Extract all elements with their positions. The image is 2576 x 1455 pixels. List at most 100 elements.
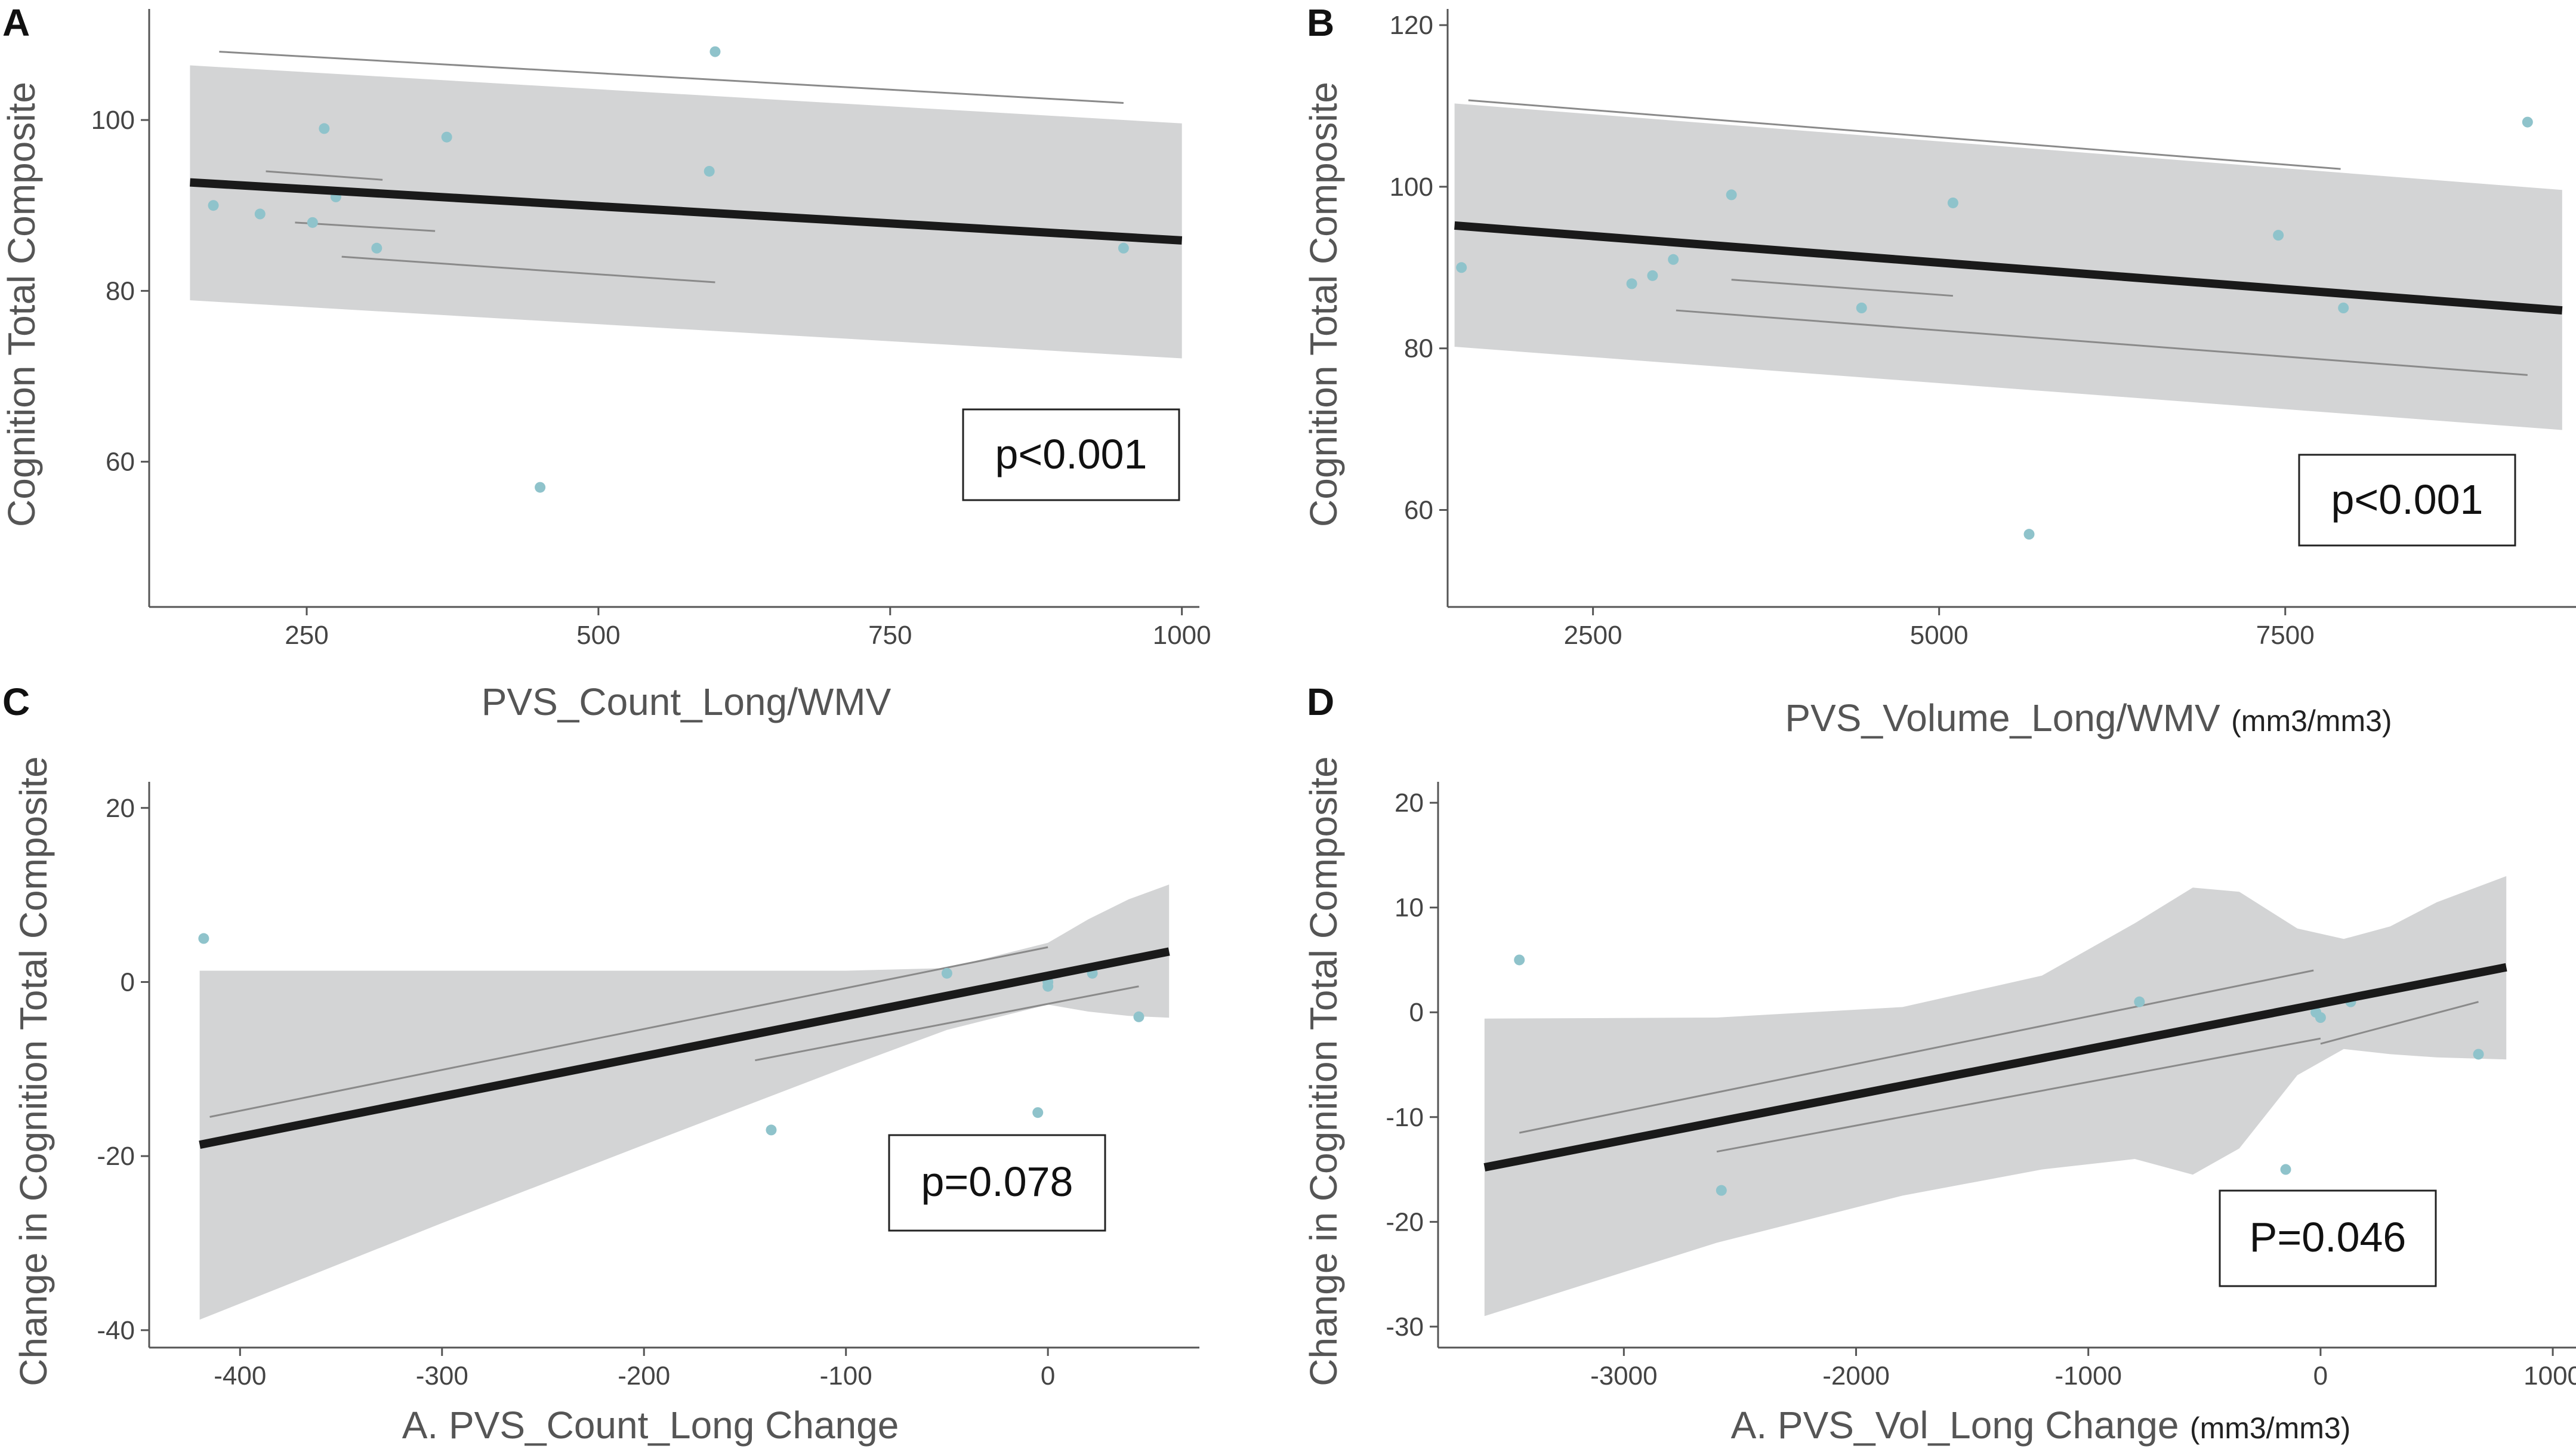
panel-c-letter: C — [2, 680, 30, 723]
panel-d-x-tick-label: 0 — [2313, 1361, 2328, 1391]
panel-d-y-tick-label: 0 — [1409, 998, 1424, 1027]
panel-c-y-tick-label: 20 — [106, 794, 135, 823]
panel-a-pvalue-box — [962, 408, 1180, 501]
panel-b-data-point — [2273, 230, 2284, 241]
panel-c-data-point — [1042, 981, 1054, 992]
panel-c-x-tick-label: -400 — [214, 1361, 266, 1391]
panel-a-data-point — [709, 46, 721, 57]
panel-b-pvalue: p<0.001 — [2331, 476, 2484, 523]
panel-b: B 60 80 100 120 2500 5000 7500 Cognition Total… — [1302, 1, 2576, 739]
panel-b-pvalue-box — [2298, 454, 2516, 547]
panel-b-faint-line — [1676, 309, 2528, 376]
panel-b-data-point — [2522, 116, 2533, 128]
panel-a-letter: A — [2, 1, 30, 44]
panel-d-x-tick-label: -2000 — [1822, 1361, 1890, 1391]
panel-d-y-tick-label: -30 — [1386, 1312, 1424, 1342]
panel-d-data-point — [2315, 1012, 2326, 1023]
panel-d-pvalue: P=0.046 — [2250, 1214, 2407, 1260]
panel-d-data-point — [1514, 954, 1525, 966]
panel-b-faint-line — [1468, 99, 2341, 170]
panel-d-faint-line — [2320, 1001, 2479, 1045]
panel-c-y-tick-label: 0 — [121, 967, 135, 997]
panel-d-data-point — [1716, 1185, 1727, 1196]
panel-a-faint-line — [341, 255, 715, 283]
panel-a-data-point — [307, 217, 318, 228]
panel-b-data-point — [1647, 270, 1658, 281]
panel-b-data-point — [1726, 189, 1737, 201]
panel-a: A 60 80 100 250 500 750 1000 Cognition Total C… — [0, 1, 1211, 723]
panel-c-y-tick-label: -40 — [97, 1316, 135, 1345]
panel-b-data-point — [2338, 303, 2349, 313]
panel-b-data-point — [1947, 197, 1958, 208]
panel-a-data-point — [371, 242, 382, 254]
panel-a-regression-line — [190, 178, 1183, 245]
panel-b-y-tick-label: 60 — [1404, 496, 1433, 525]
panel-b-data-point — [1856, 303, 1867, 313]
panel-d-x-tick-label: -3000 — [1590, 1361, 1658, 1391]
panel-d-xlabel: A. PVS_Vol_Long Change — [1731, 1404, 2179, 1447]
panel-d-data-point — [2280, 1164, 2291, 1175]
panel-b-plot: 60 80 100 120 2500 5000 7500 — [1390, 9, 2576, 650]
panel-c-x-tick-label: 0 — [1041, 1361, 1055, 1391]
panel-c-y-tick-label: -20 — [97, 1142, 135, 1171]
panel-d-pvalue-box — [2219, 1189, 2437, 1287]
panel-b-xunit: (mm3/mm3) — [2231, 704, 2392, 738]
panel-a-ylabel: Cognition Total Composite — [0, 82, 43, 527]
panel-a-data-point — [254, 208, 266, 220]
panel-d-annotation-box: P=0.046 — [2219, 1189, 2437, 1287]
panel-b-ylabel: Cognition Total Composite — [1302, 82, 1345, 527]
panel-a-xlabel: PVS_Count_Long/WMV — [482, 680, 891, 723]
panel-b-y-tick-label: 100 — [1390, 172, 1433, 202]
panel-a-annotation-box: p<0.001 — [962, 408, 1180, 501]
panel-b-annotation-box: p<0.001 — [2298, 454, 2516, 547]
panel-d-confidence-band — [1484, 876, 2507, 1317]
panel-d-ylabel: Change in Cognition Total Composite — [1302, 756, 1345, 1386]
panel-a-data-point — [535, 482, 546, 493]
panel-a-x-tick-label: 250 — [285, 621, 328, 650]
panel-c-faint-line — [755, 985, 1139, 1062]
panel-d-x-tick-label: -1000 — [2054, 1361, 2122, 1391]
panel-c-faint-line — [209, 946, 1048, 1118]
panel-a-pvalue: p<0.001 — [995, 431, 1147, 477]
panel-b-y-tick-label: 120 — [1390, 11, 1433, 40]
panel-a-data-point — [1118, 242, 1129, 254]
panel-b-regression-line — [1454, 221, 2563, 315]
panel-c-data-point — [198, 933, 209, 944]
panel-d-faint-line — [1716, 1037, 2321, 1153]
panel-d-faint-line — [1519, 969, 2314, 1134]
panel-d-xunit: (mm3/mm3) — [2190, 1411, 2350, 1445]
panel-b-xlabel-group: PVS_Volume_Long/WMV (mm3/mm3) — [1785, 696, 2392, 739]
panel-b-xlabel: PVS_Volume_Long/WMV — [1785, 696, 2220, 739]
panel-a-x-tick-label: 750 — [868, 621, 912, 650]
panel-b-data-point — [1668, 254, 1679, 265]
panel-b-data-point — [1456, 262, 1467, 273]
panel-b-x-tick-label: 2500 — [1564, 621, 1622, 650]
panel-a-x-tick-label: 1000 — [1153, 621, 1211, 650]
panel-c-data-point — [1133, 1011, 1144, 1022]
panel-c-x-tick-label: -300 — [416, 1361, 468, 1391]
panel-a-y-tick-label: 100 — [91, 106, 135, 135]
panel-b-data-point — [2023, 529, 2035, 540]
panel-a-data-point — [704, 165, 715, 177]
panel-a-faint-line — [295, 221, 436, 232]
panel-d-xlabel-group: A. PVS_Vol_Long Change (mm3/mm3) — [1731, 1404, 2351, 1447]
panel-d-y-tick-label: -10 — [1386, 1103, 1424, 1132]
panel-c-ylabel: Change in Cognition Total Composite — [12, 756, 55, 1386]
panel-a-x-tick-label: 500 — [576, 621, 620, 650]
panel-c-pvalue: p=0.078 — [921, 1158, 1073, 1205]
panel-c-data-point — [1032, 1107, 1044, 1118]
panel-a-y-tick-label: 60 — [106, 448, 135, 477]
panel-c-x-tick-label: -100 — [820, 1361, 872, 1391]
panel-b-x-tick-label: 7500 — [2256, 621, 2315, 650]
panel-a-data-point — [441, 131, 452, 143]
panel-a-data-point — [319, 123, 330, 134]
panel-d-y-tick-label: 10 — [1395, 893, 1424, 923]
panel-d-regression-line — [1483, 963, 2507, 1172]
panel-d-x-tick-label: 1000 — [2523, 1361, 2576, 1391]
panel-a-data-point — [208, 200, 219, 211]
panel-c-regression-line — [199, 947, 1170, 1149]
panel-a-y-tick-label: 80 — [106, 276, 135, 306]
panel-c-pvalue-box — [888, 1134, 1106, 1232]
panel-c-data-point — [766, 1124, 777, 1136]
